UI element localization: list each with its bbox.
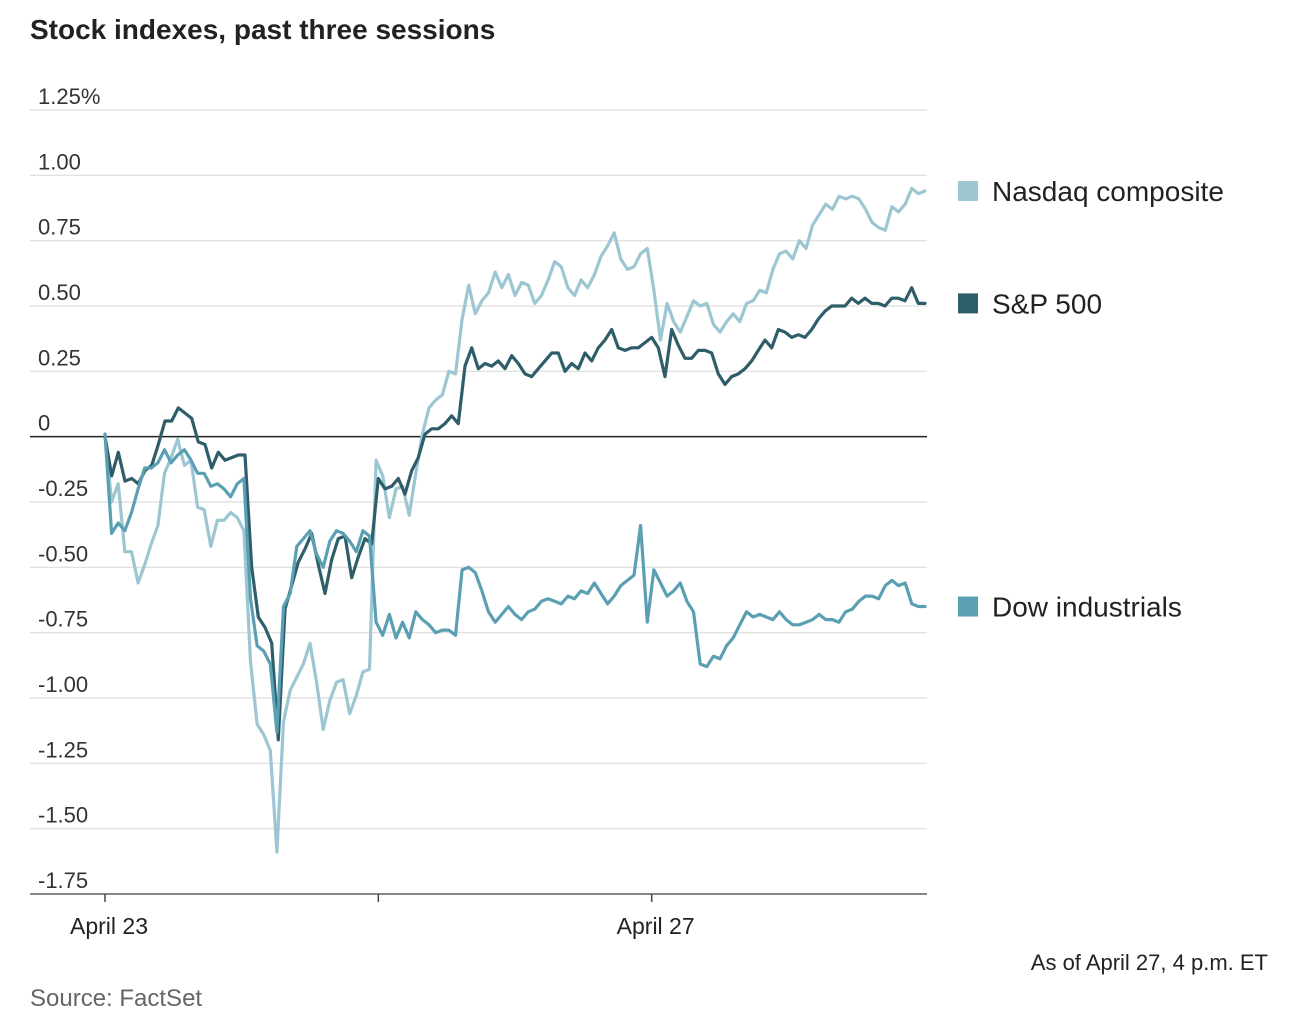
y-tick-label: -0.25 xyxy=(38,476,88,501)
y-tick-label: 0 xyxy=(38,411,50,436)
x-tick-label: April 23 xyxy=(70,913,148,939)
y-tick-label: 0.50 xyxy=(38,280,81,305)
y-tick-label: -1.00 xyxy=(38,672,88,697)
y-tick-label: 0.75 xyxy=(38,215,81,240)
chart-title: Stock indexes, past three sessions xyxy=(30,14,496,45)
legend-swatch xyxy=(958,596,978,617)
y-tick-label: -1.75 xyxy=(38,868,88,893)
series-line-s-p-500 xyxy=(103,286,927,742)
legend-swatch xyxy=(958,181,978,202)
y-tick-label: -1.50 xyxy=(38,803,88,828)
series-lines xyxy=(103,186,927,854)
y-tick-label: -0.75 xyxy=(38,607,88,632)
timestamp-note: As of April 27, 4 p.m. ET xyxy=(1030,950,1268,975)
source-note: Source: FactSet xyxy=(30,985,203,1012)
legend-label: S&P 500 xyxy=(992,288,1102,319)
legend-label: Nasdaq composite xyxy=(992,176,1224,207)
y-tick-label: -0.50 xyxy=(38,541,88,566)
legend-swatch xyxy=(958,293,978,314)
legend-label: Dow industrials xyxy=(992,592,1182,623)
legend: Nasdaq composite S&P 500 Dow industrials xyxy=(958,176,1224,623)
series-line-nasdaq-composite xyxy=(103,186,927,854)
y-tick-label: 1.00 xyxy=(38,149,81,174)
series-line-dow-industrials xyxy=(103,432,927,734)
y-tick-label: 0.25 xyxy=(38,345,81,370)
y-tick-label: 1.25% xyxy=(38,84,100,109)
x-axis: April 23 April 27 xyxy=(30,893,927,939)
y-axis-labels: 1.25% 1.00 0.75 0.50 0.25 0 -0.25 -0.50 -0.75 -1.… xyxy=(38,84,100,893)
y-tick-label: -1.25 xyxy=(38,737,88,762)
x-tick-label: April 27 xyxy=(617,913,695,939)
grid-lines xyxy=(30,109,927,895)
